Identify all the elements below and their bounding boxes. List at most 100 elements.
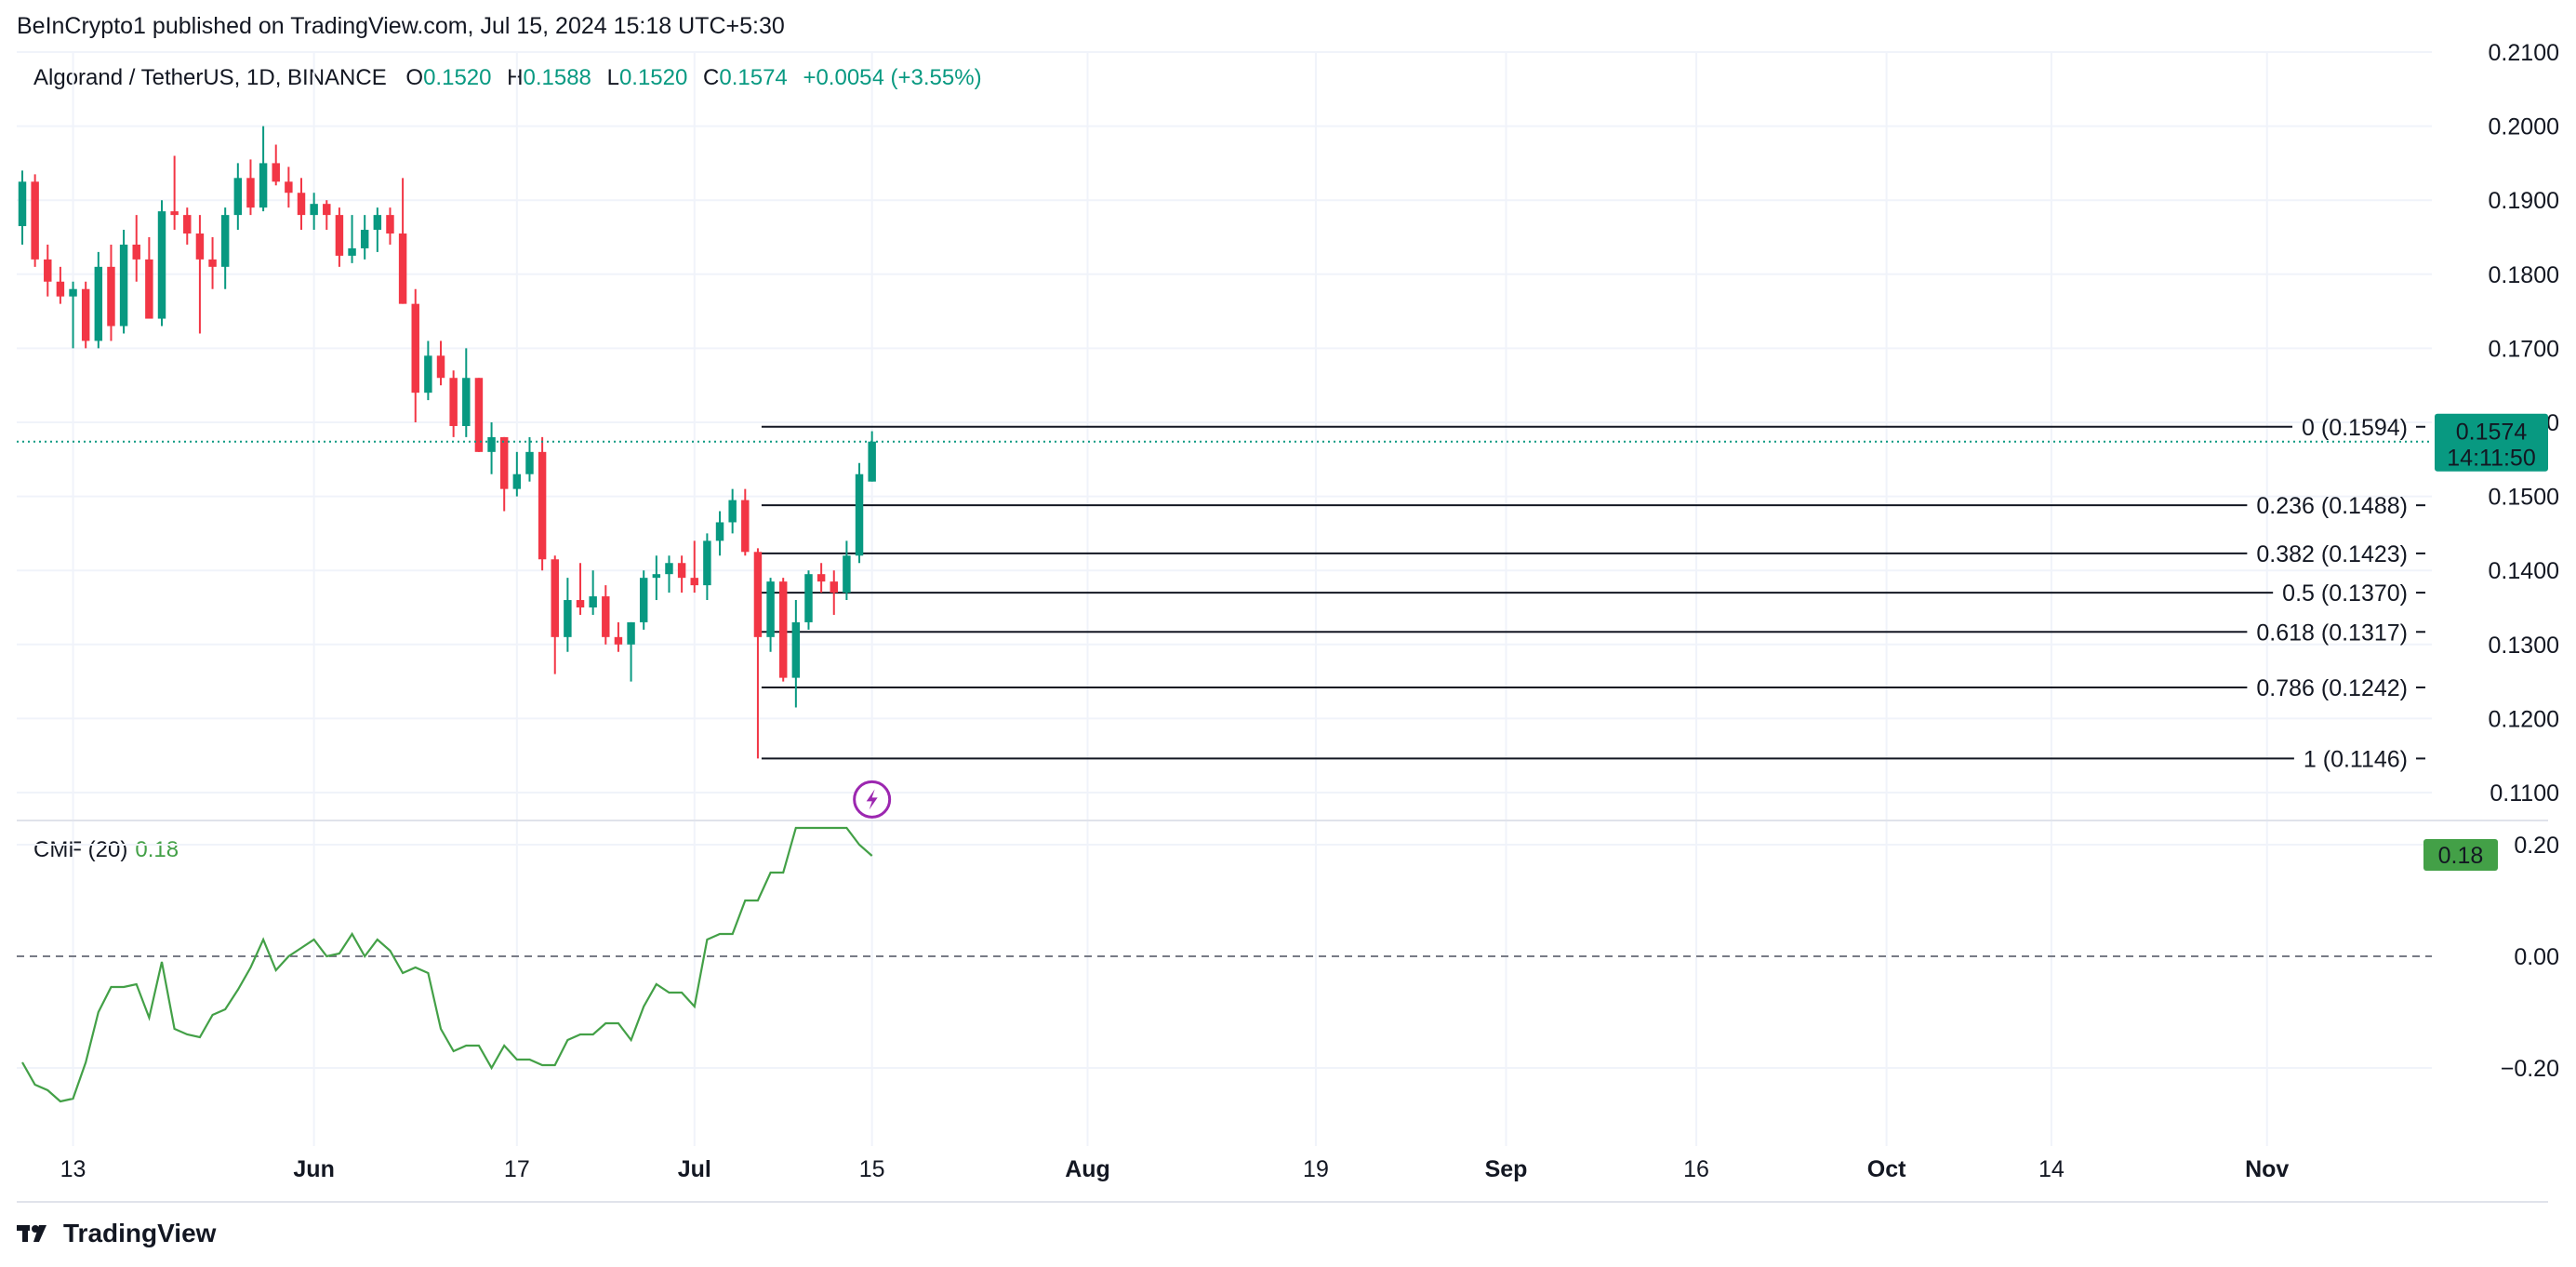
fib-level-label: 1 (0.1146) — [2304, 746, 2408, 772]
cmf-axis-label: 0.00 — [2514, 944, 2559, 970]
candle-body[interactable] — [766, 581, 775, 637]
candle-body[interactable] — [157, 211, 166, 319]
candle-body[interactable] — [233, 178, 243, 216]
candle-body[interactable] — [297, 193, 306, 216]
candle-body[interactable] — [843, 555, 851, 593]
candle-body[interactable] — [564, 600, 572, 637]
candle-body[interactable] — [424, 355, 432, 393]
candle-body[interactable] — [614, 636, 623, 645]
cmf-axis-label: −0.20 — [2501, 1056, 2559, 1082]
price-axis-label: 0.1800 — [2489, 262, 2559, 288]
tradingview-logo-icon — [17, 1225, 46, 1242]
price-axis-label: 0.2000 — [2489, 114, 2559, 140]
bar-countdown: 14:11:50 — [2447, 446, 2535, 472]
high-value: 0.1588 — [523, 65, 591, 90]
candle-body[interactable] — [741, 500, 750, 553]
candle-body[interactable] — [868, 441, 876, 482]
candle-body[interactable] — [18, 181, 27, 227]
candle-body[interactable] — [462, 378, 471, 426]
candle-body[interactable] — [94, 266, 103, 341]
high-label: H — [507, 65, 524, 90]
candle-body[interactable] — [499, 436, 509, 489]
price-axis-label: 0.1200 — [2489, 706, 2559, 732]
candle-body[interactable] — [411, 303, 419, 393]
candle-body[interactable] — [791, 621, 801, 678]
candle-body[interactable] — [56, 281, 65, 297]
candle-body[interactable] — [145, 259, 153, 319]
last-price-tag[interactable] — [2435, 413, 2548, 472]
lightning-bolt-icon — [866, 789, 878, 810]
price-axis-label: 0.1500 — [2489, 485, 2559, 511]
candle-body[interactable] — [804, 574, 813, 622]
candle-body[interactable] — [525, 451, 534, 474]
published-attribution: BeInCrypto1 published on TradingView.com… — [17, 13, 785, 39]
close-label: C — [703, 65, 720, 90]
candle-body[interactable] — [778, 581, 788, 678]
candle-body[interactable] — [119, 244, 128, 327]
candle-body[interactable] — [398, 233, 407, 304]
candle-body[interactable] — [436, 355, 445, 379]
candle-body[interactable] — [272, 163, 280, 182]
candle-body[interactable] — [310, 204, 318, 216]
candle-body[interactable] — [627, 621, 635, 645]
candle-body[interactable] — [487, 436, 496, 452]
candle-body[interactable] — [538, 451, 547, 560]
candle-body[interactable] — [360, 230, 369, 248]
price-axis-label: 0.1900 — [2489, 188, 2559, 214]
cmf-series-line[interactable] — [21, 826, 873, 1103]
candle-body[interactable] — [728, 500, 737, 523]
time-axis-label: Jul — [678, 1156, 711, 1182]
candle-body[interactable] — [170, 211, 179, 216]
cmf-legend: CMF (20) 0.18 — [33, 837, 179, 863]
candle-body[interactable] — [208, 259, 217, 267]
candle-body[interactable] — [753, 552, 763, 637]
candle-body[interactable] — [830, 581, 838, 593]
candle-body[interactable] — [69, 288, 77, 297]
symbol-name[interactable]: Algorand / TetherUS, 1D, BINANCE — [33, 65, 387, 90]
low-value: 0.1520 — [618, 65, 688, 90]
candle-body[interactable] — [259, 163, 268, 208]
candle-body[interactable] — [639, 578, 648, 622]
candle-body[interactable] — [589, 596, 597, 607]
candle-body[interactable] — [285, 181, 293, 193]
candle-body[interactable] — [576, 600, 585, 607]
candle-body[interactable] — [348, 247, 356, 256]
cmf-axis-label: 0.20 — [2514, 833, 2559, 859]
candle-body[interactable] — [44, 259, 52, 282]
fib-level-label: 0 (0.1594) — [2302, 415, 2408, 441]
candle-body[interactable] — [817, 574, 826, 582]
candle-body[interactable] — [323, 204, 331, 216]
candle-body[interactable] — [652, 574, 661, 579]
candle-body[interactable] — [246, 178, 255, 208]
candle-body[interactable] — [449, 378, 458, 426]
candle-body[interactable] — [474, 378, 484, 452]
candle-body[interactable] — [512, 473, 522, 489]
candle-body[interactable] — [373, 215, 382, 231]
candle-body[interactable] — [665, 563, 673, 575]
tradingview-footer[interactable]: TradingView — [17, 1219, 216, 1248]
candle-body[interactable] — [195, 233, 205, 260]
cmf-label[interactable]: CMF (20) — [33, 837, 128, 862]
candle-body[interactable] — [703, 540, 711, 586]
candle-body[interactable] — [551, 559, 559, 637]
time-axis-label: 16 — [1683, 1156, 1709, 1182]
candle-body[interactable] — [81, 288, 90, 341]
candle-body[interactable] — [602, 596, 610, 637]
price-axis-label: 0.2100 — [2489, 40, 2559, 66]
candle-body[interactable] — [715, 522, 724, 541]
candle-body[interactable] — [677, 563, 686, 579]
fib-level-label: 0.618 (0.1317) — [2256, 620, 2408, 646]
price-axis-label: 0.1300 — [2489, 633, 2559, 659]
candle-body[interactable] — [107, 266, 115, 327]
open-label: O — [405, 65, 424, 90]
candle-body[interactable] — [220, 215, 230, 267]
candle-body[interactable] — [335, 215, 344, 256]
candle-body[interactable] — [386, 215, 394, 234]
candle-body[interactable] — [690, 578, 698, 586]
candle-body[interactable] — [855, 473, 864, 556]
candle-body[interactable] — [31, 181, 39, 260]
candle-body[interactable] — [183, 215, 192, 234]
fib-level-label: 0.236 (0.1488) — [2256, 493, 2408, 519]
candle-body[interactable] — [132, 244, 140, 260]
